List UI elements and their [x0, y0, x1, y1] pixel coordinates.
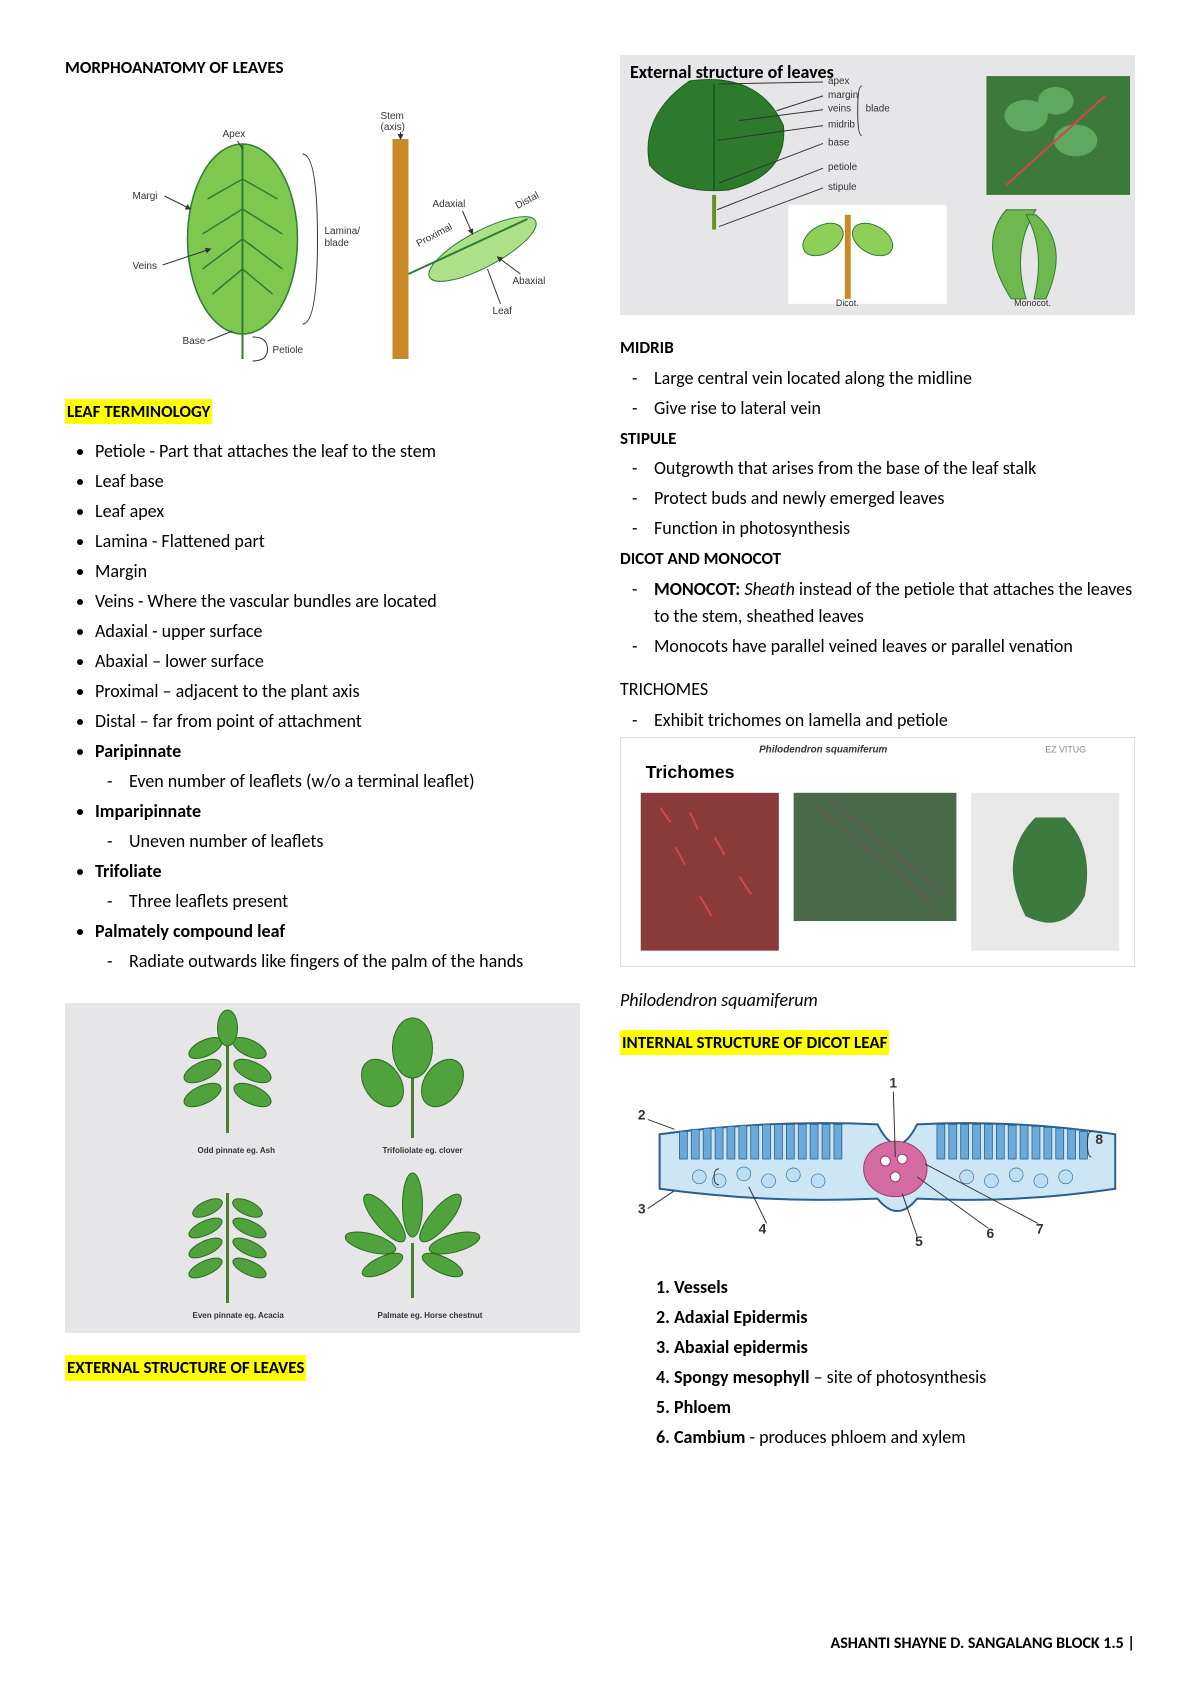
external-structure-figure: External structure of leaves apex margin… — [620, 55, 1135, 315]
internal-numbered-list: Vessels Adaxial Epidermis Abaxial epider… — [620, 1274, 1135, 1451]
label-lamina: Lamina/ — [325, 226, 361, 237]
svg-text:veins: veins — [828, 104, 851, 115]
svg-text:Palmate eg. Horse chestnut: Palmate eg. Horse chestnut — [378, 1311, 483, 1320]
list-item: Paripinnate Even number of leaflets (w/o… — [95, 738, 580, 795]
label-margin: Margi — [133, 191, 158, 202]
list-item: Petiole - Part that attaches the leaf to… — [95, 438, 580, 465]
list-item: Cambium - produces phloem and xylem — [674, 1424, 1135, 1451]
list-item: Distal – far from point of attachment — [95, 708, 580, 735]
svg-text:8: 8 — [1095, 1131, 1103, 1147]
midrib-list: Large central vein located along the mid… — [620, 365, 1135, 422]
svg-text:Odd pinnate eg. Ash: Odd pinnate eg. Ash — [198, 1146, 276, 1155]
heading-stipule: STIPULE — [620, 426, 1135, 452]
svg-text:petiole: petiole — [828, 162, 858, 173]
internal-structure-figure: 1 2 3 4 5 6 7 8 — [620, 1069, 1135, 1254]
svg-text:Trifoliolate eg. clover: Trifoliolate eg. clover — [383, 1146, 463, 1155]
leaf-anatomy-diagram: Apex Margi Veins Base Lamina/ blade Peti… — [65, 99, 580, 379]
trichomes-list: Exhibit trichomes on lamella and petiole — [620, 707, 1135, 734]
svg-text:(axis): (axis) — [381, 122, 405, 133]
label-apex: Apex — [223, 129, 246, 140]
stipule-list: Outgrowth that arises from the base of t… — [620, 455, 1135, 542]
list-item: Abaxial – lower surface — [95, 648, 580, 675]
figure-title: External structure of leaves — [630, 59, 834, 86]
list-item: Palmately compound leaf Radiate outwards… — [95, 918, 580, 975]
list-item: Imparipinnate Uneven number of leaflets — [95, 798, 580, 855]
list-item: Phloem — [674, 1394, 1135, 1421]
svg-text:margin: margin — [828, 90, 858, 101]
dicot-list: MONOCOT: Sheath instead of the petiole t… — [620, 576, 1135, 660]
list-item: Leaf apex — [95, 498, 580, 525]
page-title: MORPHOANATOMY OF LEAVES — [65, 55, 580, 81]
svg-text:midrib: midrib — [828, 120, 855, 131]
svg-text:1: 1 — [889, 1075, 897, 1091]
svg-text:Philodendron squamiferum: Philodendron squamiferum — [759, 744, 887, 755]
svg-text:Monocot.: Monocot. — [1014, 298, 1051, 308]
trichomes-figure: Philodendron squamiferum EZ VITUG Tricho… — [620, 737, 1135, 967]
svg-text:5: 5 — [915, 1233, 923, 1249]
left-column: MORPHOANATOMY OF LEAVES Apex Margi — [65, 55, 580, 1454]
svg-text:Dicot.: Dicot. — [836, 298, 859, 308]
list-item: Vessels — [674, 1274, 1135, 1301]
section-internal: INTERNAL STRUCTURE OF DICOT LEAF — [620, 1030, 1135, 1056]
svg-text:Even pinnate eg. Acacia: Even pinnate eg. Acacia — [193, 1311, 285, 1320]
svg-text:2: 2 — [638, 1106, 646, 1122]
trichomes-caption: Philodendron squamiferum — [620, 987, 1135, 1014]
list-item: Abaxial epidermis — [674, 1334, 1135, 1361]
svg-text:blade: blade — [866, 104, 891, 115]
terminology-list: Petiole - Part that attaches the leaf to… — [65, 438, 580, 975]
compound-leaf-figure: Odd pinnate eg. Ash Trifoliolate eg. clo… — [65, 1003, 580, 1333]
label-adaxial: Adaxial — [433, 199, 466, 210]
svg-text:EZ VITUG: EZ VITUG — [1045, 744, 1086, 754]
label-proximal: Proximal — [415, 221, 455, 249]
list-item: Proximal – adjacent to the plant axis — [95, 678, 580, 705]
heading-dicot: DICOT AND MONOCOT — [620, 546, 1135, 572]
label-distal: Distal — [514, 190, 541, 211]
list-item: Adaxial - upper surface — [95, 618, 580, 645]
label-leaf: Leaf — [493, 306, 513, 317]
heading-trichomes: TRICHOMES — [620, 676, 1135, 703]
svg-text:base: base — [828, 137, 850, 148]
footer: ASHANTI SHAYNE D. SANGALANG BLOCK 1.5 | — [831, 1632, 1135, 1656]
svg-text:4: 4 — [759, 1220, 767, 1236]
label-abaxial: Abaxial — [513, 276, 546, 287]
list-item: Trifoliate Three leaflets present — [95, 858, 580, 915]
svg-text:Trichomes: Trichomes — [646, 762, 735, 782]
list-item: Leaf base — [95, 468, 580, 495]
label-base: Base — [183, 336, 206, 347]
list-item: Lamina - Flattened part — [95, 528, 580, 555]
list-item: Spongy mesophyll – site of photosynthesi… — [674, 1364, 1135, 1391]
right-column: External structure of leaves apex margin… — [620, 55, 1135, 1454]
svg-text:stipule: stipule — [828, 182, 857, 193]
svg-text:blade: blade — [325, 238, 350, 249]
list-item: Veins - Where the vascular bundles are l… — [95, 588, 580, 615]
section-terminology: LEAF TERMINOLOGY — [65, 399, 580, 425]
label-petiole: Petiole — [273, 345, 304, 356]
list-item: Margin — [95, 558, 580, 585]
list-item: Monocots have parallel veined leaves or … — [654, 633, 1135, 660]
section-external: EXTERNAL STRUCTURE OF LEAVES — [65, 1355, 580, 1381]
label-veins: Veins — [133, 261, 157, 272]
list-item: Adaxial Epidermis — [674, 1304, 1135, 1331]
label-stem: Stem — [381, 111, 404, 122]
heading-midrib: MIDRIB — [620, 335, 1135, 361]
svg-text:3: 3 — [638, 1200, 646, 1216]
list-item: MONOCOT: Sheath instead of the petiole t… — [654, 576, 1135, 630]
